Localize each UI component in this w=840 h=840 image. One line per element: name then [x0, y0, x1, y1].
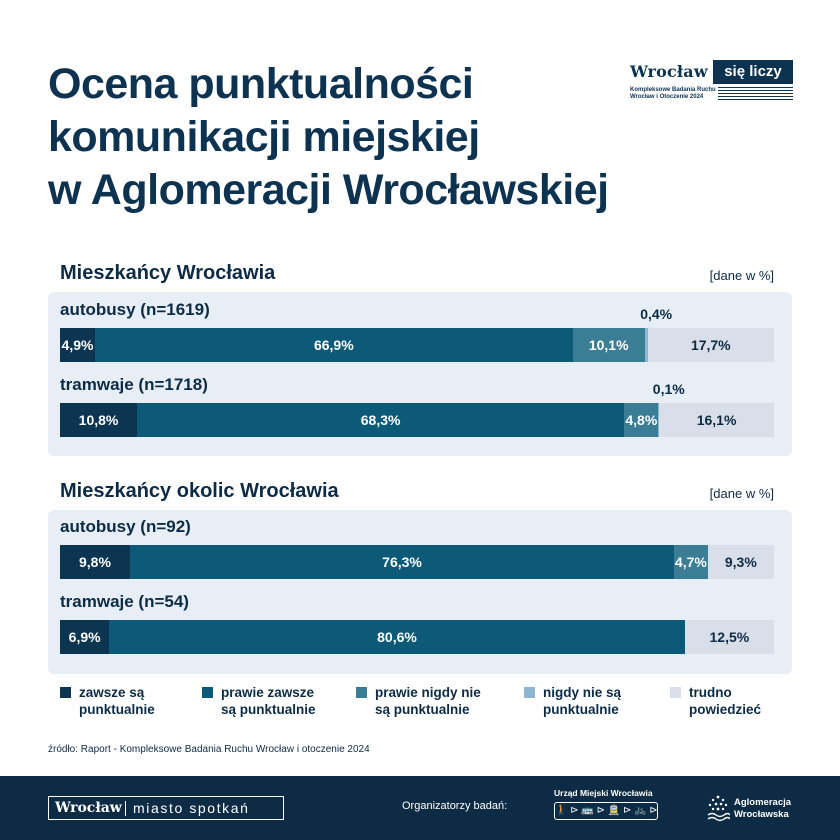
- data-label-nigdy: 0,4%: [640, 306, 673, 322]
- row-label-okolice-autobusy: autobusy (n=92): [60, 517, 191, 536]
- footer-brand-slogan: miasto spotkań: [133, 800, 250, 816]
- urzad-miejski-logo: Urząd Miejski Wrocławia 🚶 ⊳ 🚌 ⊳ 🚊 ⊳ 🚲 ⊳ …: [554, 788, 666, 828]
- row-label-wroclaw-tramwaje: tramwaje (n=1718): [60, 375, 208, 394]
- bar-segment-trudno: [707, 545, 774, 579]
- data-label-zawsze: 4,9%: [61, 337, 94, 353]
- aglomeracja-line-2: Wrocławska: [734, 809, 789, 820]
- bar-segment-prawie-nigdy: [624, 403, 659, 437]
- logo-subtitle-1: Kompleksowe Badania Ruchu: [630, 87, 716, 93]
- bar-segment-nigdy: [644, 328, 648, 362]
- stacked-bar-okolice-autobusy: 9,8% 76,3% 4,7% 9,3%: [60, 545, 774, 579]
- footer-organizers-label: Organizatorzy badań:: [402, 800, 508, 812]
- data-label-prawie-nigdy: 4,7%: [674, 554, 707, 570]
- row-label-okolice-tramwaje: tramwaje (n=54): [60, 592, 189, 611]
- bar-segment-zawsze: [60, 545, 130, 579]
- data-label-zawsze: 9,8%: [78, 554, 111, 570]
- data-label-trudno: 16,1%: [696, 412, 737, 428]
- data-label-nigdy: 0,1%: [652, 381, 685, 397]
- legend-label: trudno powiedzieć: [689, 685, 762, 717]
- title-line-2: komunikacji miejskiej: [48, 113, 480, 161]
- logo-word: Wrocław: [630, 62, 708, 81]
- section-title-okolice: Mieszkańcy okolic Wrocławia: [60, 480, 339, 502]
- bar-segment-trudno: [647, 328, 774, 362]
- data-label-prawie-zawsze: 76,3%: [382, 554, 422, 570]
- legend-label: zawsze są punktualnie: [79, 685, 155, 717]
- footer-brand-divider: [125, 801, 126, 816]
- urzad-miejski-title: Urząd Miejski Wrocławia: [554, 788, 653, 798]
- unit-note-okolice: [dane w %]: [709, 486, 774, 501]
- data-label-prawie-nigdy: 4,8%: [625, 412, 658, 428]
- footer-brand-word: Wrocław: [55, 800, 122, 816]
- bar-segment-zawsze: [60, 328, 95, 362]
- bar-segment-zawsze: [60, 620, 110, 654]
- page-title: Ocena punktualności komunikacji miejskie…: [48, 58, 609, 217]
- stacked-bar-okolice-tramwaje: 6,9% 80,6% 12,5%: [60, 620, 774, 654]
- bar-segment-zawsze: [60, 403, 138, 437]
- chart-legend: zawsze są punktualnie prawie zawsze są punk…: [60, 684, 780, 724]
- aglomeracja-mark-icon: [707, 795, 730, 822]
- bar-segment-prawie-zawsze: [94, 328, 573, 362]
- footer-bar: Wrocław miasto spotkań Organizatorzy bad…: [0, 776, 840, 840]
- row-label-wroclaw-autobusy: autobusy (n=1619): [60, 300, 210, 319]
- data-label-zawsze: 6,9%: [68, 629, 101, 645]
- data-label-prawie-nigdy: 10,1%: [588, 337, 629, 353]
- legend-label: prawie zawsze są punktualnie: [221, 685, 316, 717]
- bar-segment-prawie-zawsze: [137, 403, 625, 437]
- bar-segment-prawie-zawsze: [129, 545, 675, 579]
- logo-stripes: [718, 87, 793, 101]
- wroclaw-sie-liczy-logo: Wrocław się liczy Kompleksowe Badania Ru…: [628, 60, 794, 104]
- data-label-trudno: 12,5%: [709, 629, 750, 645]
- aglomeracja-line-1: Aglomeracja: [734, 797, 792, 808]
- legend-swatch: [356, 687, 367, 698]
- data-label-prawie-zawsze: 80,6%: [377, 629, 417, 645]
- legend-label: prawie nigdy nie są punktualnie: [375, 685, 481, 717]
- bar-segment-prawie-nigdy: [572, 328, 645, 362]
- bar-segment-prawie-nigdy: [674, 545, 708, 579]
- legend-swatch: [202, 687, 213, 698]
- data-label-trudno: 17,7%: [690, 337, 731, 353]
- data-label-prawie-zawsze: 66,9%: [313, 337, 354, 353]
- bar-segment-prawie-zawsze: [109, 620, 685, 654]
- source-note: źródło: Raport - Kompleksowe Badania Ruc…: [48, 744, 370, 755]
- section-title-wroclaw: Mieszkańcy Wrocławia: [60, 262, 276, 284]
- title-line-3: w Aglomeracji Wrocławskiej: [48, 166, 609, 214]
- aglomeracja-logo: Aglomeracja Wrocławska: [706, 794, 816, 824]
- stacked-bar-wroclaw-tramwaje: 10,8% 68,3% 4,8% 0,1% 16,1%: [60, 381, 774, 437]
- aglomeracja-text: Aglomeracja Wrocławska: [734, 797, 791, 821]
- transport-modes-icon: 🚶 ⊳ 🚌 ⊳ 🚊 ⊳ 🚲 ⊳ 🚶: [554, 802, 658, 820]
- footer-brand-logo: Wrocław miasto spotkań: [48, 796, 284, 820]
- legend-swatch: [524, 687, 535, 698]
- data-label-zawsze: 10,8%: [78, 412, 119, 428]
- legend-swatch: [670, 687, 681, 698]
- unit-note-wroclaw: [dane w %]: [709, 268, 774, 283]
- stacked-bar-wroclaw-autobusy: 4,9% 66,9% 10,1% 0,4% 17,7%: [60, 306, 774, 362]
- legend-label: nigdy nie są punktualnie: [543, 685, 622, 717]
- logo-box: się liczy: [713, 60, 793, 84]
- data-label-prawie-zawsze: 68,3%: [360, 412, 401, 428]
- bar-segment-trudno: [684, 620, 774, 654]
- data-label-trudno: 9,3%: [724, 554, 757, 570]
- logo-subtitle-2: Wrocław i Otoczenie 2024: [630, 94, 704, 100]
- legend-swatch: [60, 687, 71, 698]
- bar-segment-trudno: [659, 403, 774, 437]
- title-line-1: Ocena punktualności: [48, 60, 474, 108]
